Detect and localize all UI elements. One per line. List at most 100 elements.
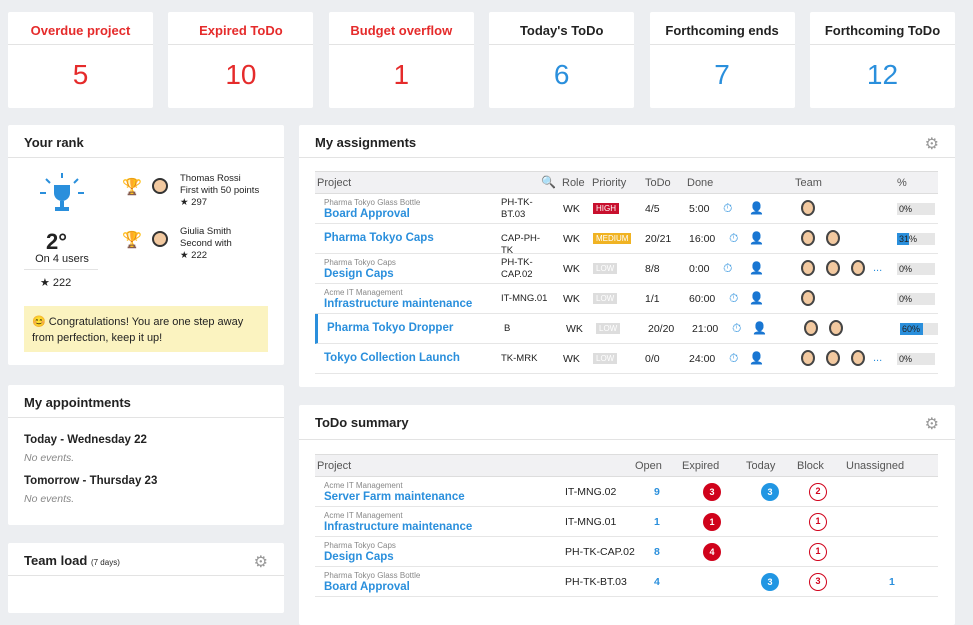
code: IT-MNG.01 (565, 516, 617, 528)
open[interactable]: 8 (654, 546, 660, 558)
project-link[interactable]: Infrastructure maintenance (324, 298, 473, 310)
project-link[interactable]: Server Farm maintenance (324, 491, 465, 503)
column-header: % (897, 177, 907, 189)
project-link[interactable]: Pharma Tokyo Caps (324, 232, 434, 244)
kpi-card[interactable]: Budget overflow 1 (328, 12, 474, 108)
add-user-icon[interactable]: 👤 (752, 321, 767, 335)
project-link[interactable]: Design Caps (324, 551, 394, 563)
rank-points: ★ 222 (40, 277, 72, 289)
add-user-icon[interactable]: 👤 (749, 291, 764, 305)
expired[interactable]: 3 (703, 483, 721, 501)
client: Pharma Tokyo Caps (324, 541, 396, 550)
card-title: My appointments (24, 395, 131, 410)
progress-label: 31% (899, 234, 918, 244)
timer-icon[interactable]: ⏱ (729, 231, 739, 245)
message: Congratulations! You are one step away f… (32, 316, 244, 344)
add-user-icon[interactable]: 👤 (749, 261, 764, 275)
client: Acme IT Management (324, 511, 403, 520)
kpi-card[interactable]: Expired ToDo 10 (168, 12, 314, 108)
search-icon[interactable]: 🔍 (541, 175, 556, 189)
settings-icon[interactable]: ⚙ (924, 136, 939, 153)
timer-icon[interactable]: ⏱ (729, 291, 739, 305)
assignment-row: Pharma Tokyo Dropper B WK LOW 20/20 21:00 ⏱ 👤 60… (315, 314, 938, 344)
block[interactable]: 1 (809, 513, 827, 531)
add-user-icon[interactable]: 👤 (749, 201, 764, 215)
subtitle: (7 days) (90, 558, 120, 567)
leader-points: ★ 297 (180, 197, 208, 208)
timer-icon[interactable]: ⏱ (723, 261, 733, 275)
progress: 0% (897, 263, 935, 275)
done: 21:00 (692, 323, 719, 335)
open[interactable]: 9 (654, 486, 660, 498)
today[interactable]: 3 (761, 573, 779, 591)
progress-label: 60% (902, 324, 921, 334)
add-user-icon[interactable]: 👤 (749, 351, 764, 365)
priority: LOW (596, 323, 621, 334)
timer-icon[interactable]: ⏱ (732, 321, 742, 335)
role: WK (563, 203, 580, 215)
day-label: Today - Wednesday 22 (24, 434, 147, 446)
today[interactable]: 3 (761, 483, 779, 501)
client: Pharma Tokyo Glass Bottle (324, 198, 421, 207)
project-link[interactable]: Design Caps (324, 268, 394, 280)
open[interactable]: 4 (654, 576, 660, 588)
kpi-card[interactable]: Forthcoming ToDo 12 (810, 12, 955, 108)
role: WK (563, 263, 580, 275)
leader-desc: Second with (180, 238, 232, 249)
kpi-card[interactable]: Overdue project 5 (8, 12, 153, 108)
project-link[interactable]: Board Approval (324, 208, 410, 220)
dashboard: Overdue project 5 Expired ToDo 10 Budget ove… (8, 12, 955, 625)
expired[interactable]: 4 (703, 543, 721, 561)
settings-icon[interactable]: ⚙ (253, 554, 268, 571)
team-load-card: Team load (7 days) ⚙ (8, 543, 284, 613)
kpi-label: Forthcoming ends (649, 12, 795, 45)
assignment-row: Tokyo Collection Launch TK-MRK WK LOW 0/0 24:… (315, 344, 938, 374)
leader-name: Thomas Rossi (180, 173, 241, 184)
project-link[interactable]: Infrastructure maintenance (324, 521, 473, 533)
settings-icon[interactable]: ⚙ (924, 416, 939, 433)
column-header: Role (562, 177, 585, 189)
avatar (801, 350, 815, 366)
kpi-card[interactable]: Forthcoming ends 7 (649, 12, 795, 108)
kpi-label: Forthcoming ToDo (810, 12, 955, 45)
block[interactable]: 3 (809, 573, 827, 591)
timer-icon[interactable]: ⏱ (723, 201, 733, 215)
kpi-card[interactable]: Today's ToDo 6 (489, 12, 635, 108)
unassigned[interactable]: 1 (889, 576, 895, 588)
project-link[interactable]: Pharma Tokyo Dropper (327, 322, 454, 334)
kpi-label: Overdue project (8, 12, 153, 45)
done: 60:00 (689, 293, 716, 305)
project-link[interactable]: Board Approval (324, 581, 410, 593)
done: 0:00 (689, 263, 710, 275)
column-header: Done (687, 177, 714, 189)
leader-info: Giulia Smith Second with ★ 222 (180, 226, 260, 262)
avatar (829, 320, 843, 336)
todo: 1/1 (645, 293, 660, 305)
role: WK (563, 293, 580, 305)
priority: HIGH (593, 203, 619, 214)
day-note: No events. (24, 452, 75, 464)
todo: 4/5 (645, 203, 660, 215)
block[interactable]: 1 (809, 543, 827, 561)
more[interactable]: ... (873, 352, 883, 364)
progress: 60% (900, 323, 938, 335)
priority: LOW (593, 353, 618, 364)
block[interactable]: 2 (809, 483, 827, 501)
client: Acme IT Management (324, 481, 403, 490)
column-header: Open (635, 460, 662, 472)
progress: 31% (897, 233, 935, 245)
project-link[interactable]: Tokyo Collection Launch (324, 352, 460, 364)
assignment-row: Pharma Tokyo Glass Bottle Board Approval P… (315, 194, 938, 224)
timer-icon[interactable]: ⏱ (729, 351, 739, 365)
more[interactable]: ... (873, 262, 883, 274)
open[interactable]: 1 (654, 516, 660, 528)
add-user-icon[interactable]: 👤 (749, 231, 764, 245)
points: 222 (52, 277, 72, 289)
code: PH-TK-CAP.02 (501, 257, 533, 280)
title: Team load (24, 553, 88, 568)
trophy: 🏆 (122, 232, 142, 249)
expired[interactable]: 1 (703, 513, 721, 531)
leader-points: ★ 222 (180, 250, 208, 261)
card-title: Team load (7 days) (24, 553, 120, 568)
code: CAP-PH-TK (501, 233, 541, 256)
